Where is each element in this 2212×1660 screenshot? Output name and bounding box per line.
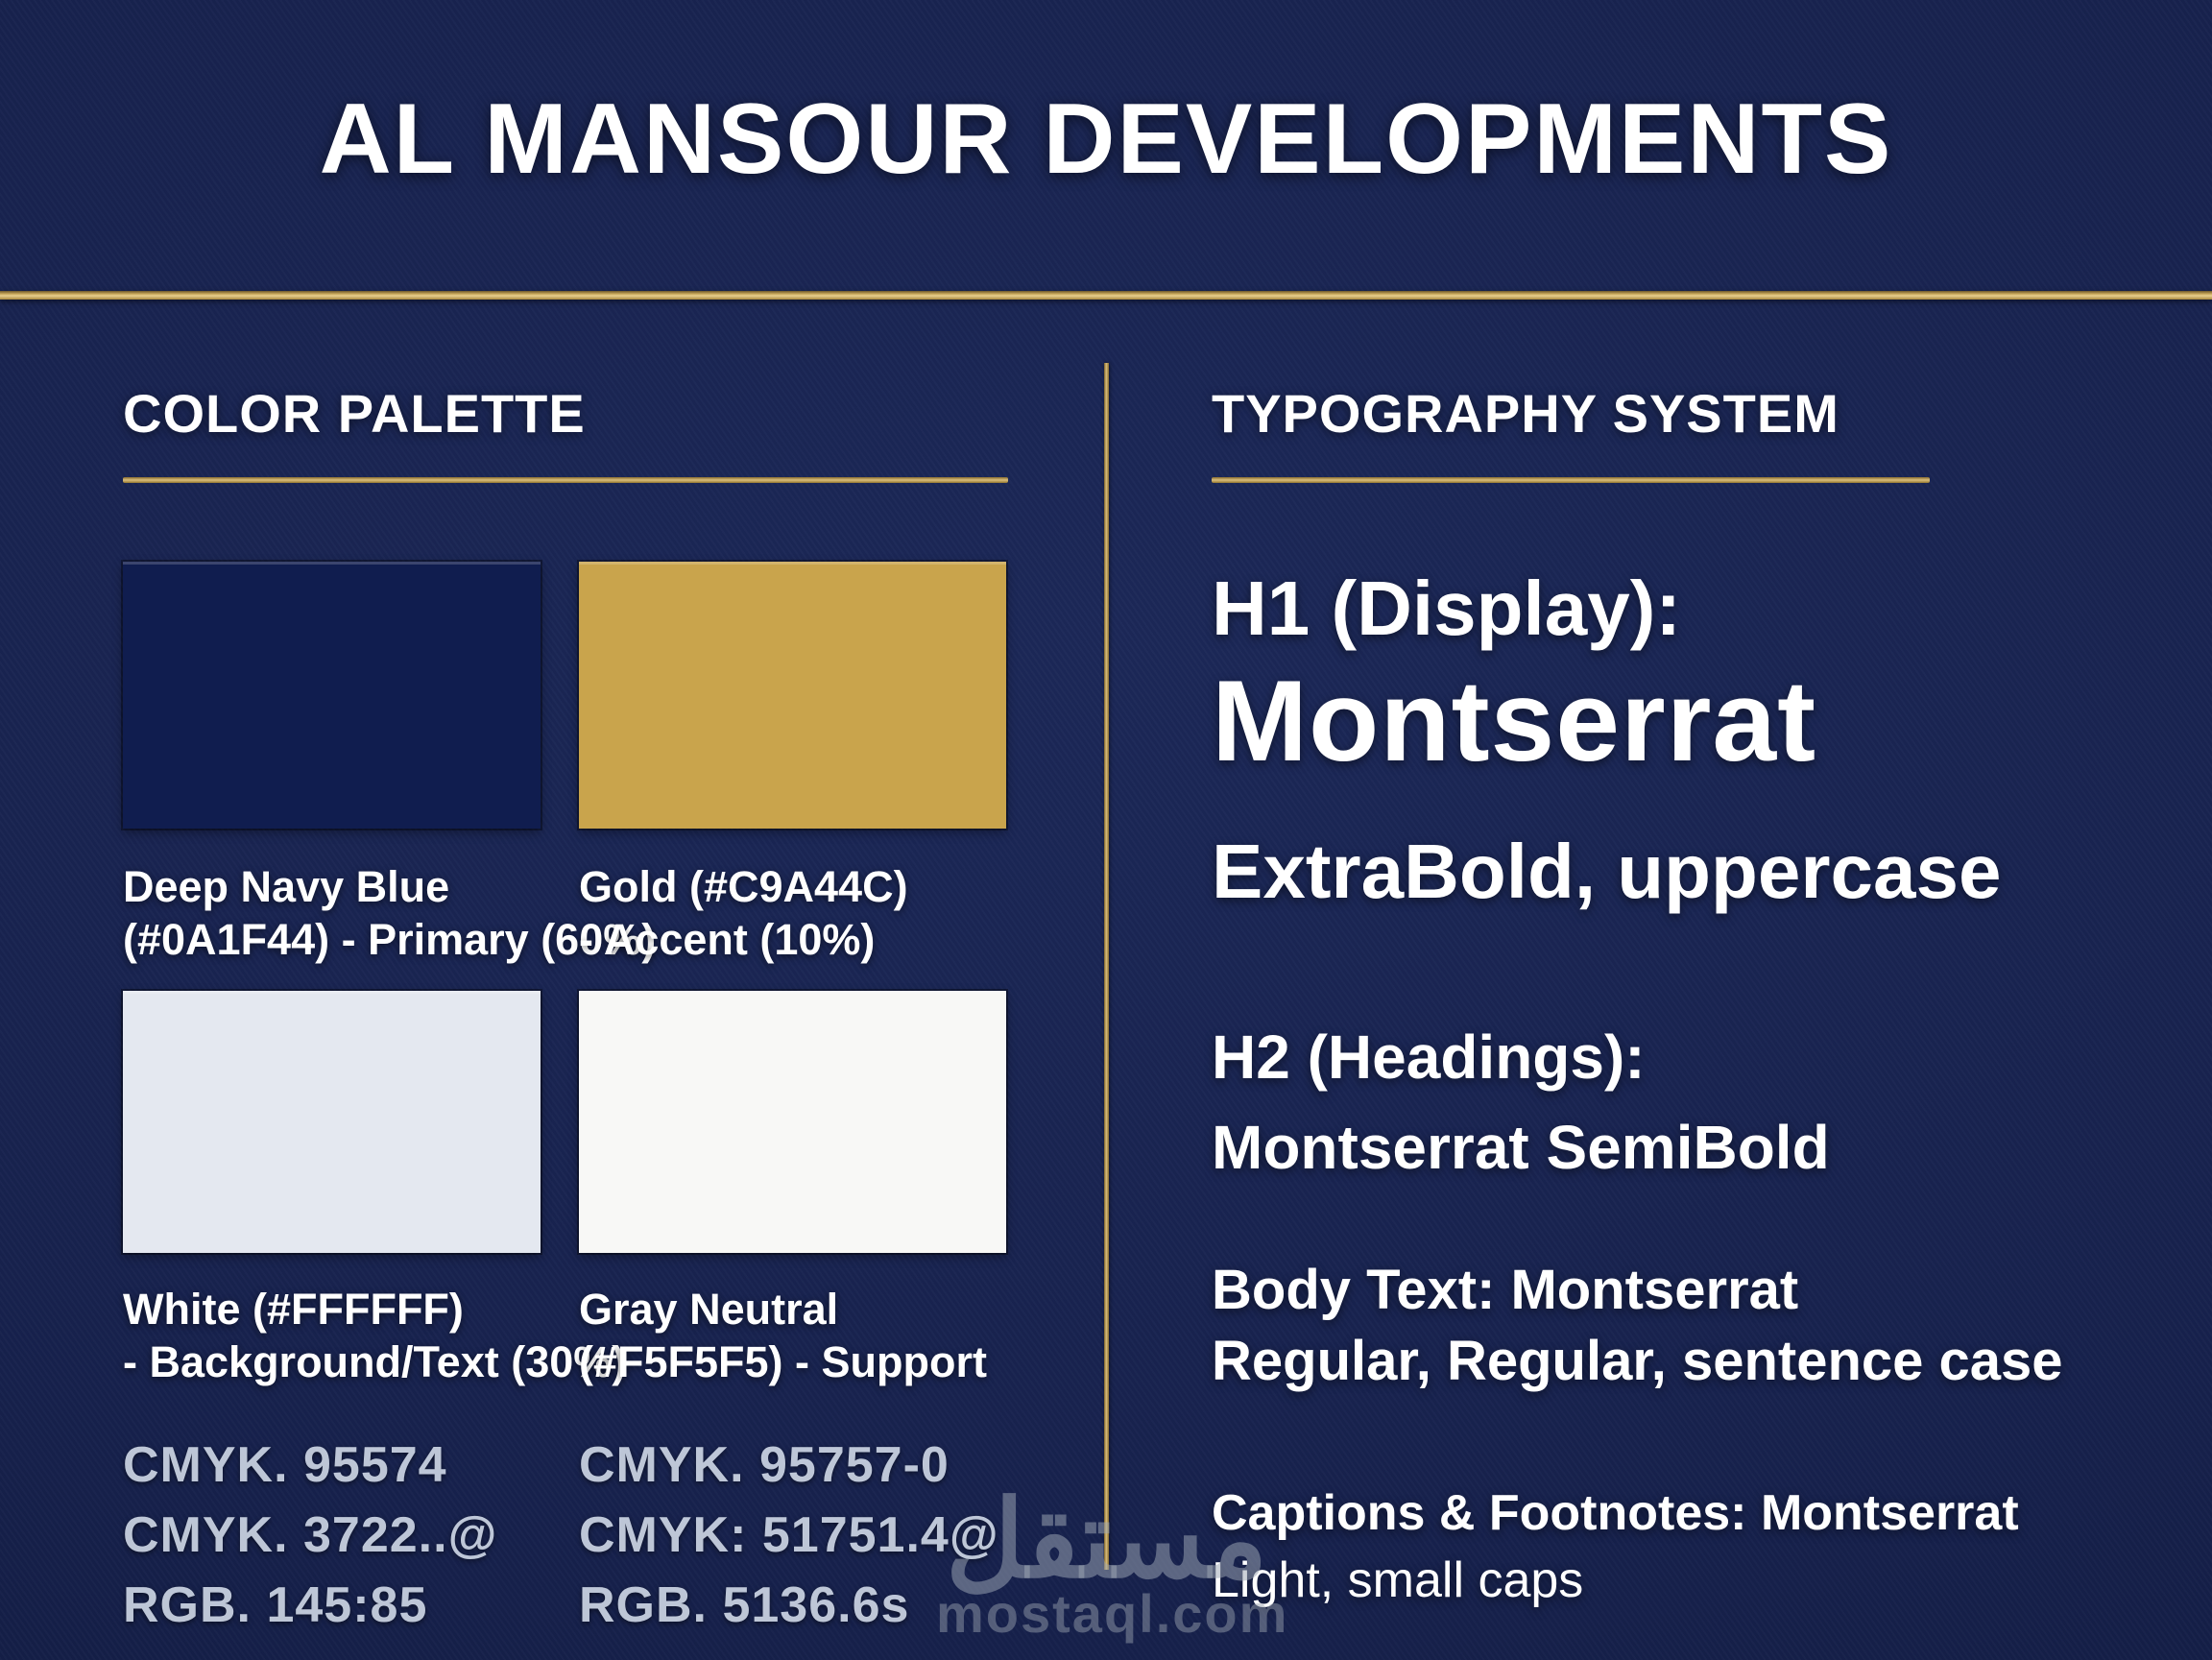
swatch-detail: (#0A1F44) - Primary (60%) (123, 915, 657, 964)
typography-heading: TYPOGRAPHY SYSTEM (1212, 383, 1839, 444)
spec-line: RGB. 5136.6s (579, 1577, 910, 1633)
h2-font-name: Montserrat SemiBold (1212, 1113, 1830, 1182)
swatch-name: Gray Neutral (579, 1285, 839, 1334)
watermark-domain-text: mostaql.com (936, 1583, 1289, 1644)
h1-font-name: Montserrat (1212, 657, 1817, 785)
swatch-detail: - Background/Text (30%) (123, 1337, 627, 1386)
swatch-detail: (#F5F5F5) - Support (579, 1337, 987, 1386)
swatch-label-deep-navy-blue: Deep Navy Blue (#0A1F44) - Primary (60%) (123, 860, 656, 966)
swatch-name: Deep Navy Blue (123, 862, 450, 911)
captions-style: Light, small caps (1212, 1552, 1584, 1608)
swatch-name: Gold (#C9A44C) (579, 862, 908, 911)
vertical-gold-divider (1104, 363, 1109, 1570)
swatch-gray-neutral (579, 991, 1006, 1253)
spec-line: CMYK. 95757-0 (579, 1437, 950, 1493)
body-text-label: Body Text: Montserrat (1212, 1259, 1799, 1321)
h1-label: H1 (Display): (1212, 565, 1681, 651)
spec-line: RGB. 145:85 (123, 1577, 428, 1633)
captions-label: Captions & Footnotes: Montserrat (1212, 1485, 2019, 1541)
body-text-style: Regular, Regular, sentence case (1212, 1330, 2063, 1392)
color-palette-underline (123, 477, 1008, 483)
color-palette-heading: COLOR PALETTE (123, 383, 586, 444)
spec-line: CMYK: 51751.4@ (579, 1507, 999, 1563)
typography-underline (1212, 477, 1930, 483)
h2-label: H2 (Headings): (1212, 1022, 1646, 1092)
watermark-arabic-text: مستقل (946, 1480, 1268, 1600)
swatch-label-gray-neutral: Gray Neutral (#F5F5F5) - Support (579, 1283, 987, 1388)
color-specs-left: CMYK. 95574 CMYK. 3722..@ RGB. 145:85 (123, 1431, 497, 1641)
page-title: AL MANSOUR DEVELOPMENTS (319, 84, 1893, 195)
swatch-label-gold: Gold (#C9A44C) - Accent (10%) (579, 860, 908, 966)
spec-line: CMYK. 3722..@ (123, 1507, 498, 1563)
h1-style: ExtraBold, uppercase (1212, 829, 2002, 914)
swatch-deep-navy-blue (123, 562, 541, 829)
swatch-gold (579, 562, 1006, 829)
top-gold-divider (0, 291, 2212, 300)
swatch-detail: - Accent (10%) (579, 915, 876, 964)
swatch-name: White (#FFFFFF) (123, 1285, 464, 1334)
swatch-label-white: White (#FFFFFF) - Background/Text (30%) (123, 1283, 626, 1388)
color-specs-right: CMYK. 95757-0 CMYK: 51751.4@ RGB. 5136.6… (579, 1431, 999, 1641)
spec-line: CMYK. 95574 (123, 1437, 447, 1493)
swatch-white (123, 991, 541, 1253)
